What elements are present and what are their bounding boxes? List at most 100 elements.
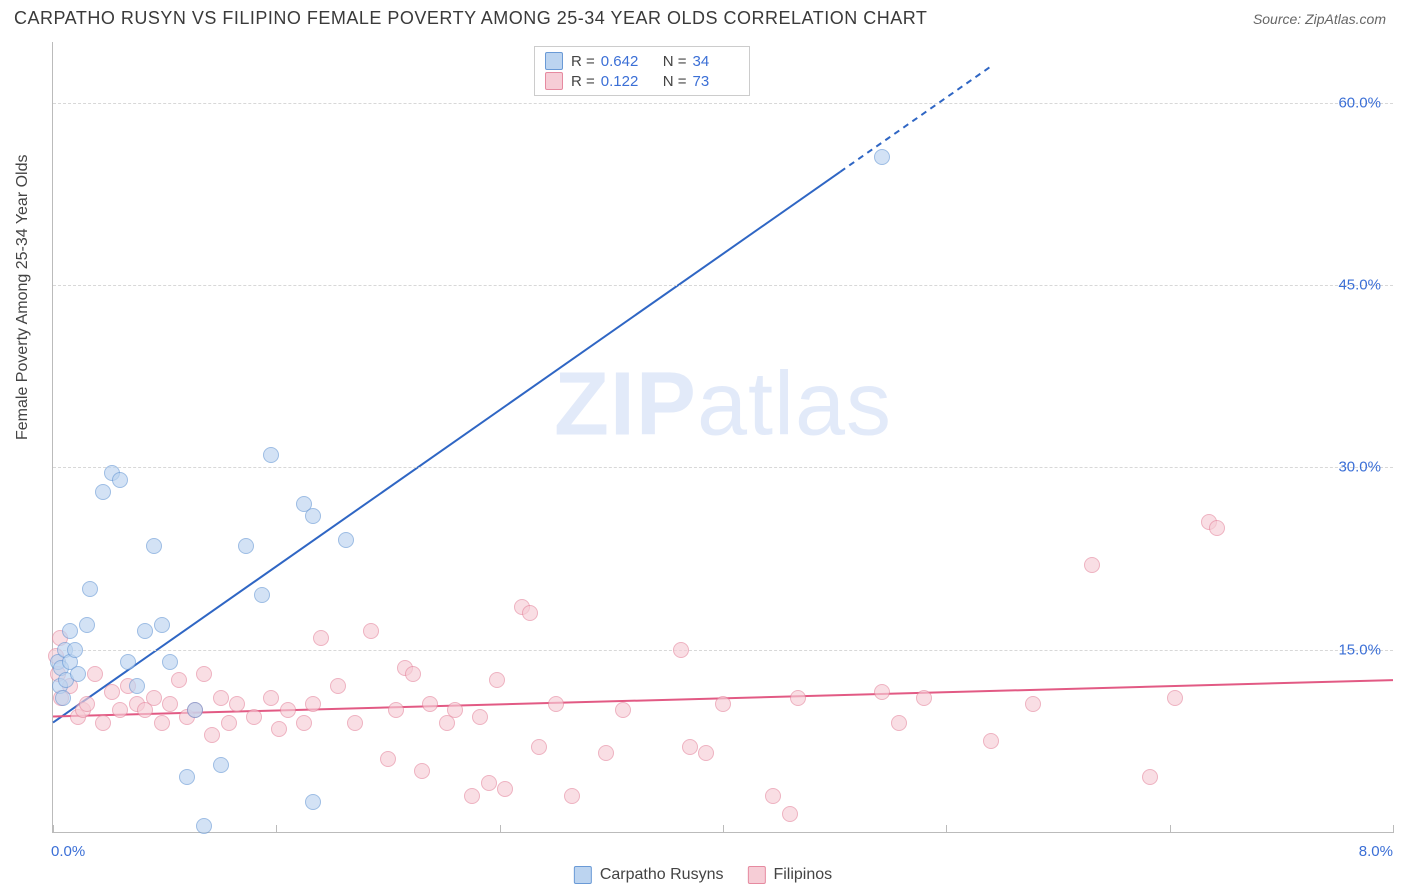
gridline-h	[53, 285, 1393, 286]
scatter-point	[213, 757, 229, 773]
plot-canvas: 15.0%30.0%45.0%60.0%0.0%8.0%	[53, 42, 1393, 832]
scatter-point	[414, 763, 430, 779]
scatter-point	[682, 739, 698, 755]
stats-n-value: 34	[693, 53, 739, 70]
scatter-point	[983, 733, 999, 749]
scatter-point	[254, 587, 270, 603]
scatter-point	[715, 696, 731, 712]
x-tick-label: 0.0%	[51, 843, 85, 860]
scatter-point	[363, 623, 379, 639]
y-tick-label: 45.0%	[1338, 277, 1381, 294]
stats-n-label: N =	[663, 73, 687, 90]
gridline-h	[53, 467, 1393, 468]
scatter-point	[531, 739, 547, 755]
x-tick	[723, 825, 724, 833]
x-tick	[276, 825, 277, 833]
scatter-point	[229, 696, 245, 712]
scatter-point	[213, 690, 229, 706]
scatter-point	[146, 690, 162, 706]
scatter-point	[305, 696, 321, 712]
scatter-point	[874, 684, 890, 700]
chart-title: CARPATHO RUSYN VS FILIPINO FEMALE POVERT…	[14, 8, 927, 29]
scatter-point	[137, 623, 153, 639]
scatter-point	[70, 666, 86, 682]
legend-label: Carpatho Rusyns	[600, 866, 724, 884]
stats-row: R =0.122N =73	[545, 71, 739, 91]
x-tick	[500, 825, 501, 833]
scatter-point	[62, 623, 78, 639]
scatter-point	[87, 666, 103, 682]
scatter-point	[79, 617, 95, 633]
scatter-point	[548, 696, 564, 712]
bottom-legend: Carpatho Rusyns Filipinos	[574, 866, 832, 884]
scatter-point	[55, 690, 71, 706]
scatter-point	[95, 715, 111, 731]
scatter-point	[1142, 769, 1158, 785]
scatter-point	[305, 508, 321, 524]
scatter-point	[179, 769, 195, 785]
scatter-point	[67, 642, 83, 658]
scatter-point	[246, 709, 262, 725]
scatter-point	[171, 672, 187, 688]
title-bar: CARPATHO RUSYN VS FILIPINO FEMALE POVERT…	[0, 0, 1406, 33]
scatter-point	[1025, 696, 1041, 712]
scatter-point	[464, 788, 480, 804]
scatter-point	[112, 702, 128, 718]
scatter-point	[447, 702, 463, 718]
scatter-point	[280, 702, 296, 718]
scatter-point	[522, 605, 538, 621]
scatter-point	[405, 666, 421, 682]
regression-line	[53, 172, 840, 723]
scatter-point	[347, 715, 363, 731]
legend-item: Filipinos	[747, 866, 832, 884]
scatter-point	[564, 788, 580, 804]
y-tick-label: 15.0%	[1338, 641, 1381, 658]
x-tick	[946, 825, 947, 833]
scatter-point	[891, 715, 907, 731]
x-tick-label: 8.0%	[1359, 843, 1393, 860]
stats-r-label: R =	[571, 73, 595, 90]
scatter-point	[1167, 690, 1183, 706]
stats-r-label: R =	[571, 53, 595, 70]
scatter-point	[263, 447, 279, 463]
scatter-point	[112, 472, 128, 488]
scatter-point	[204, 727, 220, 743]
scatter-point	[196, 666, 212, 682]
scatter-point	[916, 690, 932, 706]
stats-n-value: 73	[693, 73, 739, 90]
scatter-point	[95, 484, 111, 500]
legend-item: Carpatho Rusyns	[574, 866, 724, 884]
scatter-point	[698, 745, 714, 761]
scatter-point	[388, 702, 404, 718]
stats-row: R = 0.642 N = 34	[545, 51, 739, 71]
gridline-h	[53, 103, 1393, 104]
legend-swatch	[747, 866, 765, 884]
y-tick-label: 60.0%	[1338, 94, 1381, 111]
scatter-point	[313, 630, 329, 646]
scatter-point	[615, 702, 631, 718]
scatter-point	[129, 678, 145, 694]
scatter-point	[154, 715, 170, 731]
plot-area: ZIPatlas 15.0%30.0%45.0%60.0%0.0%8.0% R …	[52, 42, 1393, 833]
regression-line-dashed	[840, 66, 991, 171]
scatter-point	[196, 818, 212, 834]
scatter-point	[305, 794, 321, 810]
scatter-point	[380, 751, 396, 767]
scatter-point	[296, 715, 312, 731]
scatter-point	[1084, 557, 1100, 573]
stats-legend-box: R =0.642N =34R =0.122N =73	[534, 46, 750, 96]
scatter-point	[104, 684, 120, 700]
scatter-point	[146, 538, 162, 554]
y-tick-label: 30.0%	[1338, 459, 1381, 476]
stats-n-label: N =	[663, 53, 687, 70]
scatter-point	[1209, 520, 1225, 536]
scatter-point	[221, 715, 237, 731]
legend-swatch	[545, 72, 563, 90]
legend-label: Filipinos	[773, 866, 832, 884]
scatter-point	[187, 702, 203, 718]
legend-swatch	[574, 866, 592, 884]
scatter-point	[472, 709, 488, 725]
stats-r-value: 0.642	[601, 53, 647, 70]
scatter-point	[330, 678, 346, 694]
source-label: Source: ZipAtlas.com	[1253, 11, 1386, 27]
